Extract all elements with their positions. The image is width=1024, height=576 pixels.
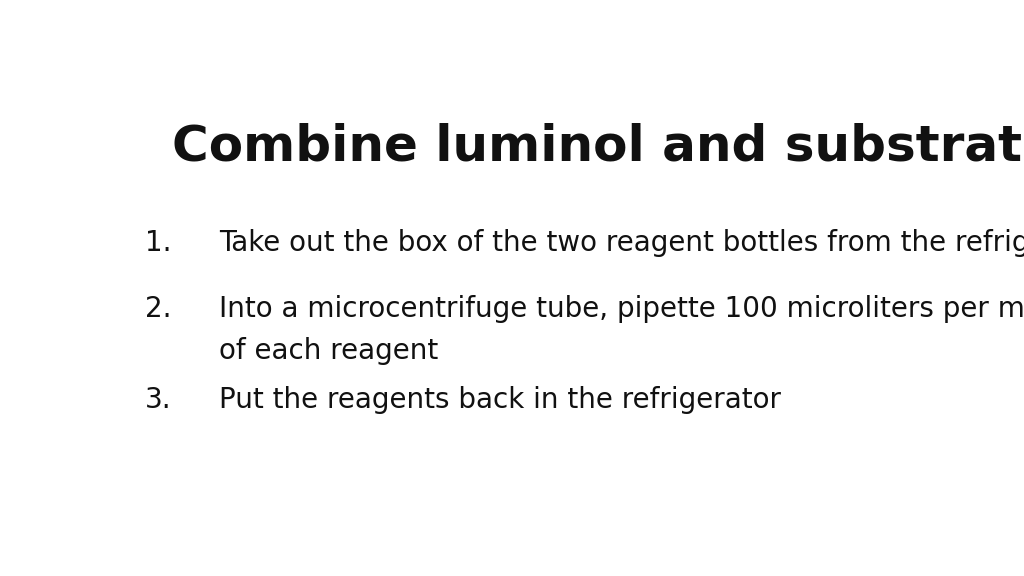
Text: Combine luminol and substrate for Western Blot: Combine luminol and substrate for Wester… bbox=[172, 122, 1024, 170]
Text: 1.: 1. bbox=[145, 229, 172, 257]
Text: Take out the box of the two reagent bottles from the refrigerator: Take out the box of the two reagent bott… bbox=[219, 229, 1024, 257]
Text: 2.: 2. bbox=[145, 295, 172, 323]
Text: Into a microcentrifuge tube, pipette 100 microliters per membrane: Into a microcentrifuge tube, pipette 100… bbox=[219, 295, 1024, 323]
Text: 3.: 3. bbox=[145, 386, 172, 414]
Text: Put the reagents back in the refrigerator: Put the reagents back in the refrigerato… bbox=[219, 386, 781, 414]
Text: of each reagent: of each reagent bbox=[219, 338, 438, 365]
